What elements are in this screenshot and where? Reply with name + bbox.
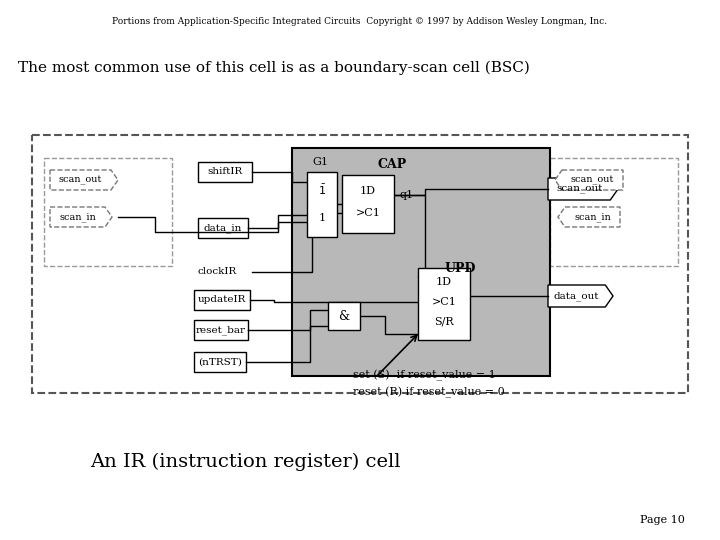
Text: 1D: 1D <box>360 186 376 196</box>
Text: (nTRST): (nTRST) <box>198 357 242 367</box>
Text: scan_out: scan_out <box>556 184 603 194</box>
Text: updateIR: updateIR <box>198 295 246 305</box>
Text: scan_in: scan_in <box>574 212 611 222</box>
Text: Page 10: Page 10 <box>640 515 685 525</box>
Text: >C1: >C1 <box>356 208 380 218</box>
Text: data_in: data_in <box>204 223 242 233</box>
Bar <box>550 158 678 266</box>
Text: Portions from Application-Specific Integrated Circuits  Copyright © 1997 by Addi: Portions from Application-Specific Integ… <box>112 17 608 26</box>
Text: reset_bar: reset_bar <box>196 325 246 335</box>
Text: 1D: 1D <box>436 277 452 287</box>
Text: reset (R) if reset_value = 0: reset (R) if reset_value = 0 <box>353 386 505 397</box>
Text: S/R: S/R <box>434 317 454 327</box>
Polygon shape <box>50 207 112 227</box>
Text: scan_out: scan_out <box>59 176 102 185</box>
Text: q1: q1 <box>399 190 413 200</box>
Text: >C1: >C1 <box>431 297 456 307</box>
Polygon shape <box>555 170 623 190</box>
Polygon shape <box>548 285 613 307</box>
Bar <box>342 175 394 233</box>
Text: scan_out: scan_out <box>571 176 614 185</box>
Bar <box>32 135 688 393</box>
Text: data_out: data_out <box>554 291 599 301</box>
Text: An IR (instruction register) cell: An IR (instruction register) cell <box>90 453 400 471</box>
Bar <box>292 148 550 376</box>
Bar <box>194 352 246 372</box>
Bar <box>44 158 172 266</box>
Text: G1: G1 <box>312 157 328 167</box>
Text: scan_in: scan_in <box>59 212 96 222</box>
Text: The most common use of this cell is as a boundary-scan cell (BSC): The most common use of this cell is as a… <box>18 61 530 75</box>
Text: &: & <box>338 309 350 322</box>
Text: CAP: CAP <box>377 158 407 171</box>
Bar <box>198 218 248 238</box>
Polygon shape <box>558 207 620 227</box>
Text: UPD: UPD <box>444 261 476 274</box>
Bar <box>307 172 337 237</box>
Text: clockIR: clockIR <box>198 267 238 276</box>
Text: set (S)  if reset_value = 1: set (S) if reset_value = 1 <box>353 369 496 381</box>
Text: 1: 1 <box>318 213 325 223</box>
Bar <box>418 268 470 340</box>
Polygon shape <box>548 178 618 200</box>
Text: shiftIR: shiftIR <box>207 167 243 177</box>
Bar <box>328 302 360 330</box>
Bar <box>194 320 248 340</box>
Text: $\bar{1}$: $\bar{1}$ <box>318 183 326 197</box>
Polygon shape <box>50 170 118 190</box>
Bar <box>198 162 252 182</box>
Bar <box>194 290 250 310</box>
